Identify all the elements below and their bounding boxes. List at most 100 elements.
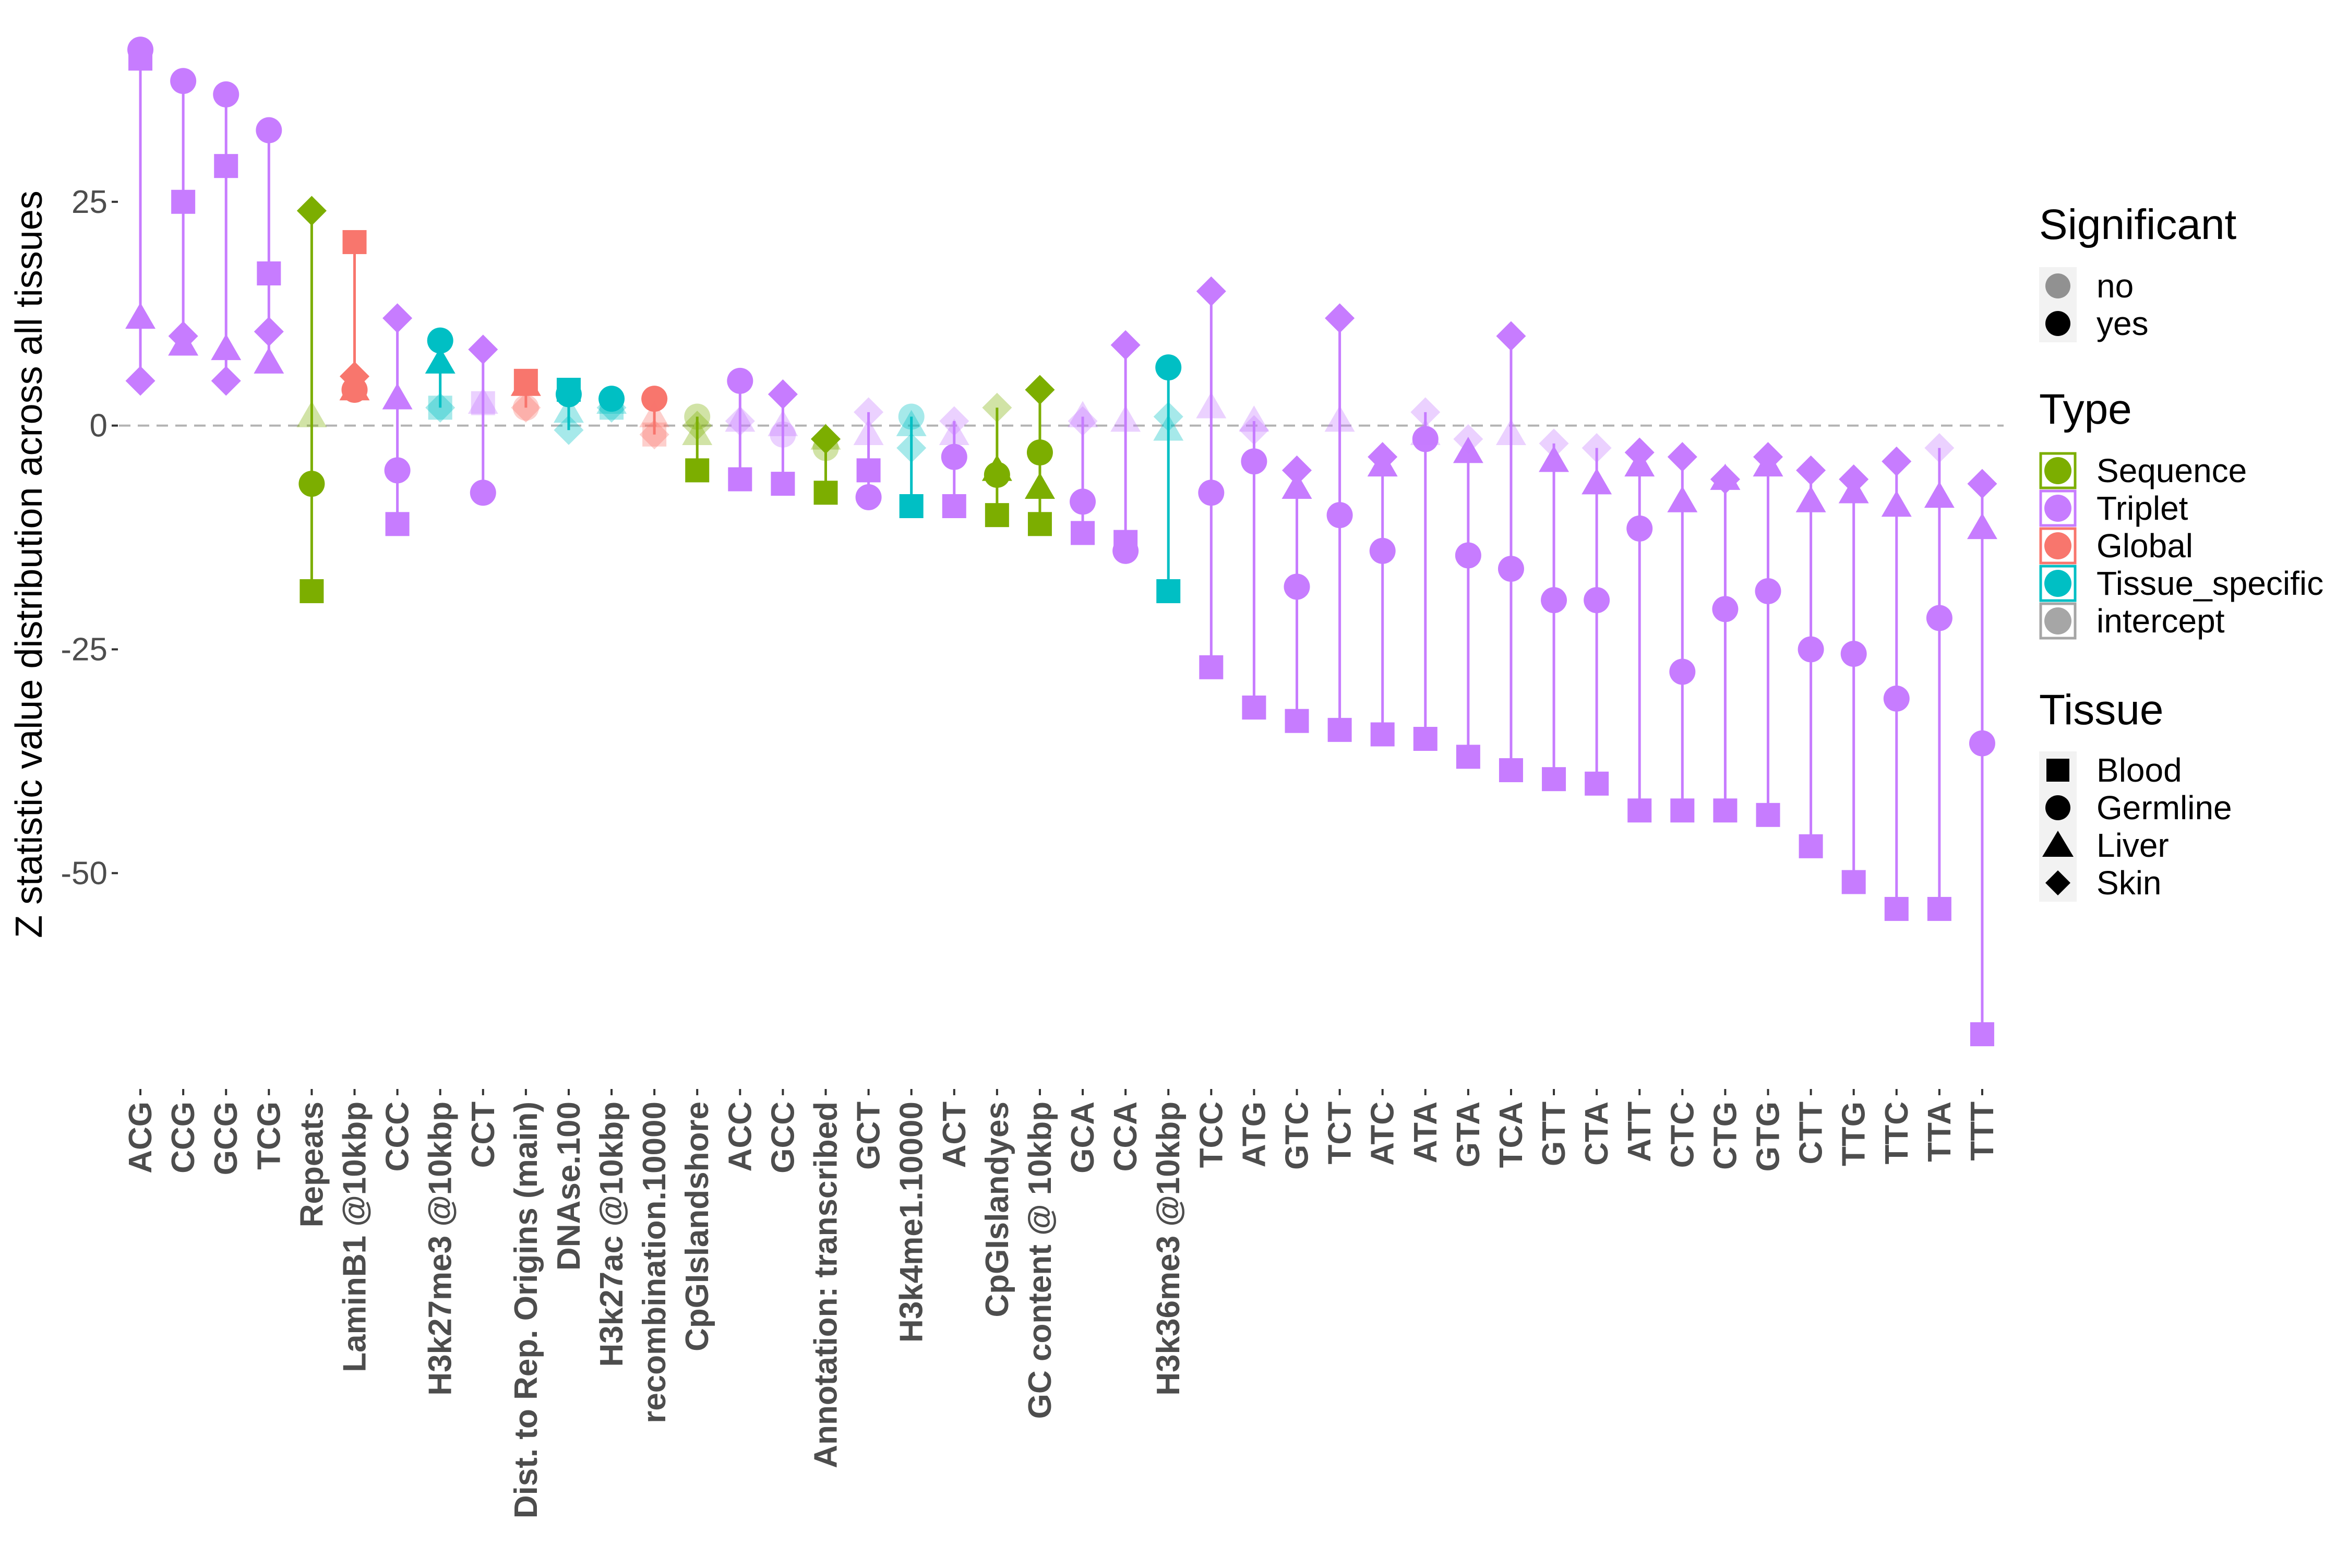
point-liver bbox=[254, 347, 284, 374]
point-skin bbox=[854, 397, 884, 427]
x-tick-label: TTC bbox=[1879, 1102, 1915, 1165]
point-skin bbox=[125, 366, 155, 396]
point-liver bbox=[296, 401, 327, 427]
legend-key-skin bbox=[2045, 870, 2070, 895]
point-skin bbox=[382, 303, 413, 333]
point-blood bbox=[685, 458, 710, 483]
point-blood bbox=[214, 154, 238, 178]
point-skin bbox=[254, 316, 284, 347]
legend-label-sequence: Sequence bbox=[2097, 452, 2247, 489]
point-blood bbox=[1542, 767, 1566, 792]
legend-label-no: no bbox=[2097, 267, 2134, 305]
x-tick-label: CTG bbox=[1707, 1102, 1743, 1170]
x-tick-label: CTA bbox=[1579, 1102, 1615, 1166]
point-blood bbox=[813, 481, 838, 505]
feature-gtt bbox=[1539, 428, 1570, 792]
point-germline bbox=[855, 484, 882, 510]
feature-gca bbox=[1068, 401, 1098, 545]
feature-cta bbox=[1582, 433, 1612, 796]
point-liver bbox=[1410, 418, 1441, 446]
point-germline bbox=[256, 117, 282, 143]
point-skin bbox=[639, 420, 669, 450]
point-liver bbox=[468, 387, 498, 414]
feature-tcc bbox=[1196, 276, 1227, 679]
x-tick-label: recombination.10000 bbox=[637, 1102, 673, 1423]
point-blood bbox=[1799, 834, 1823, 858]
point-blood bbox=[171, 189, 196, 214]
point-germline bbox=[1369, 537, 1396, 564]
point-skin bbox=[554, 415, 584, 445]
point-liver bbox=[853, 418, 884, 446]
legend-label-skin: Skin bbox=[2097, 864, 2162, 902]
legend-key-liver bbox=[2042, 831, 2074, 857]
point-skin bbox=[468, 334, 498, 365]
feature-tcg bbox=[254, 117, 284, 374]
point-blood bbox=[985, 503, 1009, 528]
point-skin bbox=[1110, 330, 1141, 360]
point-germline bbox=[770, 421, 796, 448]
point-germline bbox=[127, 37, 154, 63]
x-tick-label: H3k27me3 @10kbp bbox=[423, 1102, 459, 1396]
x-tick-label: GCG bbox=[208, 1102, 244, 1175]
point-blood bbox=[1970, 1022, 1994, 1047]
legend-label-yes: yes bbox=[2097, 305, 2149, 342]
point-germline bbox=[641, 386, 668, 412]
x-tick-label: GTC bbox=[1279, 1102, 1315, 1170]
point-liver bbox=[125, 302, 156, 329]
point-skin bbox=[425, 392, 456, 423]
point-skin bbox=[511, 392, 541, 423]
point-skin bbox=[939, 406, 969, 436]
x-tick-label: Repeats bbox=[294, 1102, 330, 1227]
point-blood bbox=[1285, 709, 1309, 733]
point-germline bbox=[1541, 587, 1567, 614]
feature-cca bbox=[1110, 330, 1141, 564]
x-tick-label: TCC bbox=[1193, 1102, 1229, 1168]
x-tick-label: DNAse.100 bbox=[551, 1102, 587, 1271]
point-liver bbox=[1110, 405, 1141, 432]
x-tick-label: ATA bbox=[1408, 1102, 1444, 1163]
legend-key-no bbox=[2045, 273, 2070, 298]
x-tick-label: GTT bbox=[1536, 1102, 1572, 1166]
point-liver bbox=[382, 383, 413, 410]
point-blood bbox=[899, 494, 924, 518]
point-liver bbox=[1068, 401, 1098, 427]
feature-tct bbox=[1324, 303, 1355, 742]
x-tick-label: CCG bbox=[165, 1102, 201, 1174]
point-liver bbox=[981, 454, 1012, 481]
point-germline bbox=[1198, 480, 1225, 506]
point-blood bbox=[471, 391, 495, 415]
feature-ctc bbox=[1667, 442, 1698, 823]
x-tick-label: GTA bbox=[1451, 1102, 1487, 1167]
point-skin bbox=[339, 361, 370, 391]
point-liver bbox=[682, 418, 713, 446]
feature-gtg bbox=[1753, 442, 1783, 827]
legend-label-blood: Blood bbox=[2097, 751, 2182, 789]
x-tick-label: TTA bbox=[1922, 1102, 1958, 1162]
point-blood bbox=[257, 261, 281, 285]
point-blood bbox=[856, 458, 881, 483]
point-germline bbox=[1155, 354, 1182, 381]
feature-gcg bbox=[211, 81, 242, 396]
point-skin bbox=[1153, 401, 1183, 432]
point-germline bbox=[1026, 439, 1053, 466]
point-liver bbox=[1239, 405, 1269, 432]
feature-ctg bbox=[1710, 463, 1741, 823]
point-skin bbox=[1967, 469, 1997, 499]
point-blood bbox=[1585, 771, 1609, 796]
legend-key-tissue-specific bbox=[2044, 570, 2071, 597]
feature-att bbox=[1624, 437, 1655, 823]
legend-key-triplet bbox=[2044, 495, 2071, 522]
point-skin bbox=[1325, 303, 1355, 333]
point-skin bbox=[1281, 455, 1312, 485]
legend-title-type: Type bbox=[2039, 386, 2132, 433]
legend-label-global: Global bbox=[2097, 527, 2193, 565]
feature-atg bbox=[1239, 405, 1269, 720]
point-skin bbox=[725, 406, 755, 436]
point-germline bbox=[727, 367, 753, 394]
y-axis-title: Z statistic value distribution across al… bbox=[8, 190, 50, 938]
point-germline bbox=[1412, 426, 1439, 452]
feature-ttc bbox=[1881, 446, 1912, 921]
feature-h3k27me3-10kbp bbox=[425, 327, 456, 423]
x-tick-label: ATT bbox=[1622, 1102, 1658, 1162]
legend-label-triplet: Triplet bbox=[2097, 489, 2188, 527]
